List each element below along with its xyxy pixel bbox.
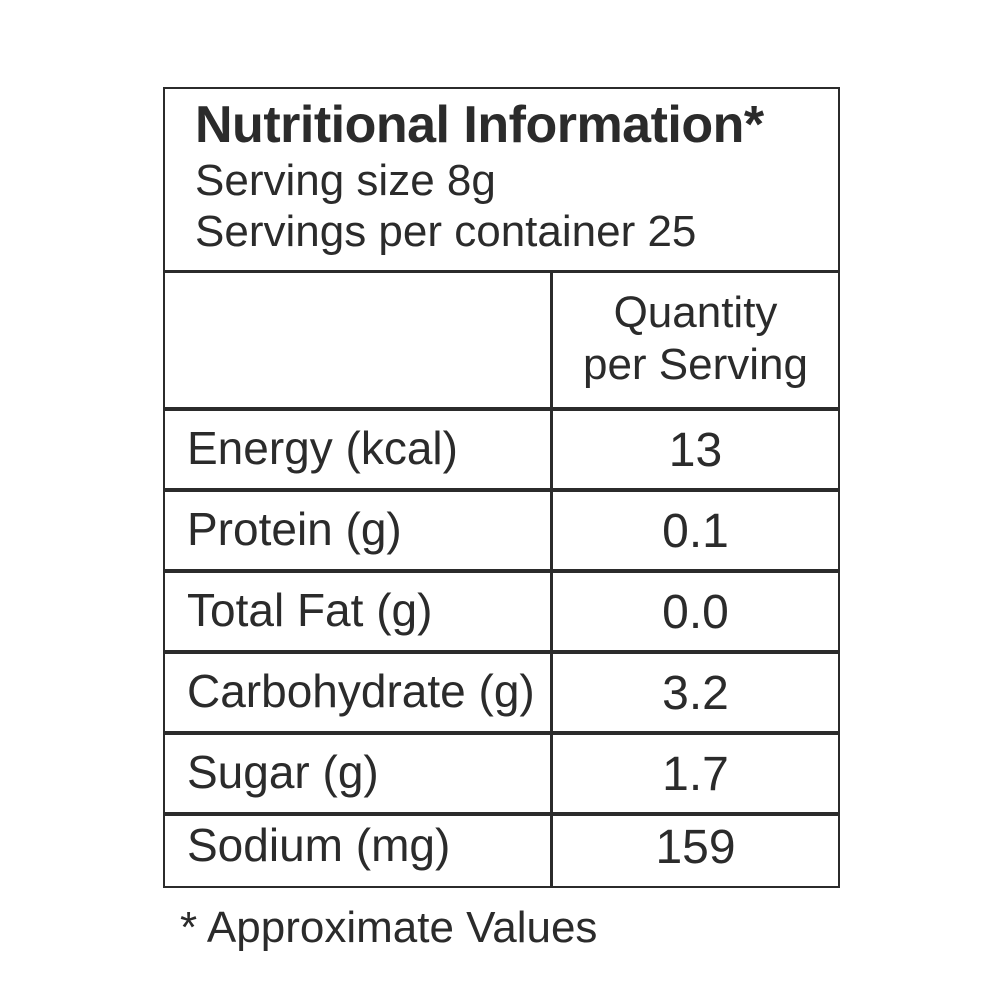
label-header: Nutritional Information* Serving size 8g… xyxy=(165,89,838,273)
nutrient-value: 0.1 xyxy=(662,505,729,558)
servings-per-container: Servings per container 25 xyxy=(195,207,697,256)
nutrient-name: Sodium (mg) xyxy=(187,819,451,871)
table-row-protein: Protein (g) 0.1 xyxy=(165,492,838,573)
nutrient-value: 0.0 xyxy=(662,586,729,639)
column-header-line-2: per Serving xyxy=(582,340,808,389)
column-header-quantity: Quantity per Serving xyxy=(553,287,838,391)
column-header-row: Quantity per Serving xyxy=(165,273,838,411)
label-title: Nutritional Information* xyxy=(195,96,764,154)
serving-size: Serving size 8g xyxy=(195,156,496,205)
nutrient-value: 3.2 xyxy=(662,667,729,720)
nutrient-value: 159 xyxy=(655,821,736,874)
table-row-sodium: Sodium (mg) 159 xyxy=(165,808,838,886)
column-divider xyxy=(550,273,553,886)
nutrient-name: Protein (g) xyxy=(187,503,402,555)
nutrient-name: Total Fat (g) xyxy=(187,584,433,636)
nutrition-label: Nutritional Information* Serving size 8g… xyxy=(163,87,840,888)
table-row-carbohydrate: Carbohydrate (g) 3.2 xyxy=(165,654,838,735)
table-row-sugar: Sugar (g) 1.7 xyxy=(165,735,838,816)
table-row-energy: Energy (kcal) 13 xyxy=(165,411,838,492)
footnote: * Approximate Values xyxy=(180,903,598,952)
nutrient-name: Carbohydrate (g) xyxy=(187,665,535,717)
nutrient-value: 13 xyxy=(668,424,723,477)
nutrient-name: Energy (kcal) xyxy=(187,422,458,474)
nutrient-name: Sugar (g) xyxy=(187,746,379,798)
column-header-line-1: Quantity xyxy=(613,288,778,337)
table-row-total-fat: Total Fat (g) 0.0 xyxy=(165,573,838,654)
nutrient-value: 1.7 xyxy=(662,748,729,801)
